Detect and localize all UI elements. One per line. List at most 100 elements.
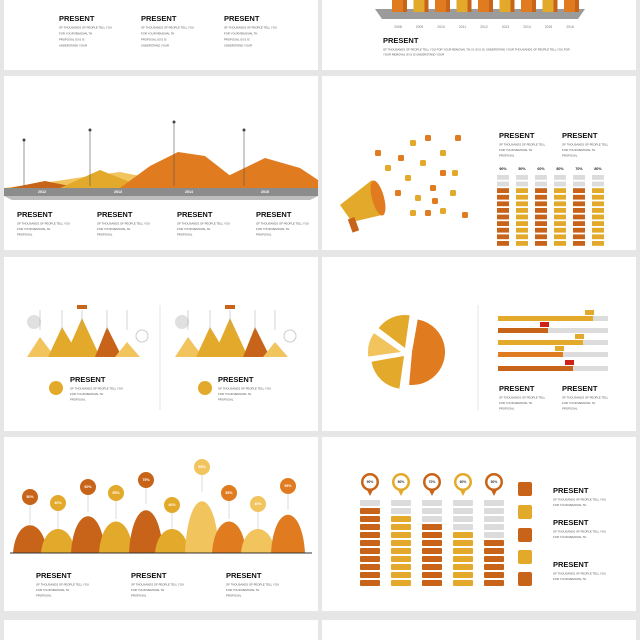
percent-label: 90% xyxy=(367,480,374,484)
icon xyxy=(452,170,458,176)
column-segment xyxy=(422,540,442,546)
block-title: PRESENT xyxy=(131,571,167,580)
icon xyxy=(410,210,416,216)
block-body: OF THOUSANDS OF PEOPLE TELL YOU xyxy=(553,498,606,502)
slide xyxy=(4,620,318,640)
deco-circle xyxy=(135,329,149,343)
pin-inner xyxy=(487,475,501,489)
block-title: PRESENT xyxy=(553,486,589,495)
bar-tag xyxy=(585,310,594,315)
block-body: PROPOSAL xyxy=(70,398,86,402)
megaphone-handle xyxy=(347,217,360,233)
percent-label: 80% xyxy=(594,167,602,171)
column-segment xyxy=(422,556,442,562)
deco-circle xyxy=(27,315,41,329)
block-title: PRESENT xyxy=(70,375,106,384)
column-segment xyxy=(453,508,473,514)
icon-box xyxy=(518,528,532,542)
column-segment xyxy=(360,556,380,562)
block-title: PRESENT xyxy=(499,384,535,393)
bar-front xyxy=(521,0,532,12)
bar-segment xyxy=(573,175,585,180)
column-segment xyxy=(360,564,380,570)
percent-label: 40% xyxy=(54,501,62,505)
bar-segment xyxy=(554,241,566,246)
icon xyxy=(440,208,446,214)
bubble xyxy=(280,478,296,494)
year-label: 2016 xyxy=(566,25,574,29)
pin-dot xyxy=(22,138,26,142)
year-label: 2012 xyxy=(38,190,46,194)
block-body: FOR YOUR REMOVAL TH xyxy=(256,227,289,231)
bubble xyxy=(221,485,237,501)
icon xyxy=(425,135,431,141)
bar-segment xyxy=(535,241,547,246)
bar-segment xyxy=(497,214,509,220)
block-body: UNDERSTAND YOUR xyxy=(224,44,252,48)
bar-segment xyxy=(573,181,585,187)
bar-segment xyxy=(592,188,604,193)
icon xyxy=(462,212,468,218)
icon xyxy=(430,185,436,191)
percent-label: 70% xyxy=(429,480,436,484)
year-label: 2012 xyxy=(480,25,488,29)
triangle xyxy=(65,318,100,357)
icon xyxy=(432,198,438,204)
column-segment xyxy=(484,556,504,562)
bullet xyxy=(198,381,212,395)
column-segment xyxy=(391,564,411,570)
block-title: PRESENT xyxy=(59,14,95,23)
block-body: FOR YOUR REMOVAL TH xyxy=(131,588,164,592)
bar-segment xyxy=(516,208,528,213)
bar-front xyxy=(435,0,446,12)
column-segment xyxy=(422,532,442,538)
bar-segment xyxy=(516,175,528,180)
block-body: UNDERSTAND YOUR xyxy=(59,44,87,48)
column-segment xyxy=(391,500,411,506)
hill xyxy=(241,529,275,553)
column-segment xyxy=(360,516,380,522)
bar-segment xyxy=(516,234,528,240)
deco-circle xyxy=(175,315,189,329)
bubble xyxy=(164,497,180,513)
block-body: PROPOSAL IS IS IS xyxy=(224,38,250,42)
column-segment xyxy=(453,524,473,530)
block-title: PRESENT xyxy=(226,571,262,580)
pie-slice xyxy=(371,356,404,389)
column-segment xyxy=(453,540,473,546)
bubble xyxy=(22,489,38,505)
icon xyxy=(425,210,431,216)
bar-front xyxy=(413,0,425,12)
year-label: 2009 xyxy=(416,25,424,29)
year-label: 2015 xyxy=(261,190,269,194)
year-label: 2008 xyxy=(394,25,402,29)
bar-segment xyxy=(573,227,585,233)
bar-segment xyxy=(535,194,547,200)
bar-segment xyxy=(497,181,509,187)
bar-tag xyxy=(540,322,549,327)
block-title: PRESENT xyxy=(224,14,260,23)
percent-label: 40% xyxy=(168,503,176,507)
block-title: PRESENT xyxy=(383,36,419,45)
pin-dot xyxy=(88,128,92,132)
column-segment xyxy=(453,548,473,554)
deco-circle xyxy=(283,329,297,343)
slide xyxy=(322,76,636,250)
bar-segment xyxy=(516,188,528,193)
column-segment xyxy=(484,532,504,538)
bar-fill xyxy=(498,366,573,371)
column-segment xyxy=(453,500,473,506)
hill xyxy=(41,529,75,553)
percent-label: 75% xyxy=(142,478,150,482)
bar-segment xyxy=(592,227,604,233)
bar-segment xyxy=(554,234,566,240)
bar-segment xyxy=(535,175,547,180)
bar-segment xyxy=(516,201,528,207)
block-title: PRESENT xyxy=(553,560,589,569)
percent-label: 50% xyxy=(491,480,498,484)
bar-segment xyxy=(554,188,566,193)
block-body: FOR YOUR REMOVAL TH xyxy=(70,392,103,396)
pin-inner xyxy=(456,475,470,489)
block-body: UNDERSTAND YOUR xyxy=(141,44,169,48)
